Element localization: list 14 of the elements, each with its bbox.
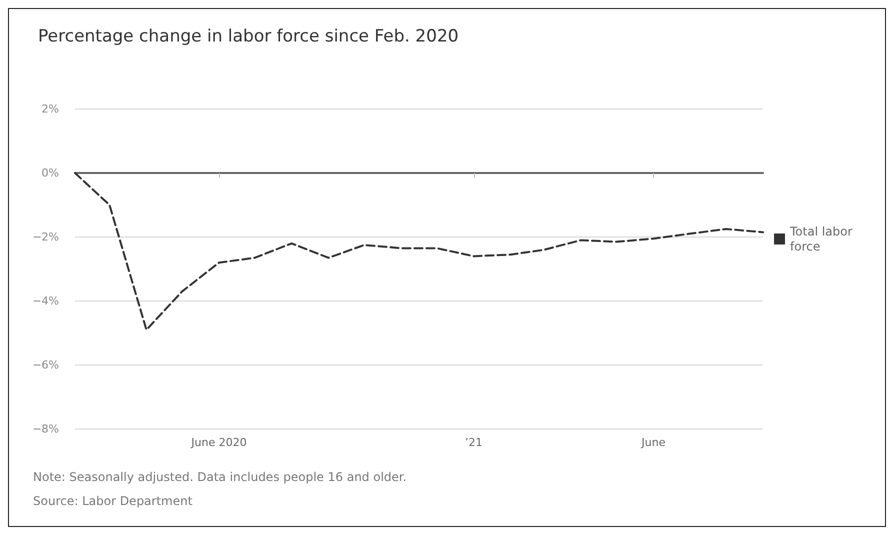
- y-tick-label: 2%: [42, 102, 59, 116]
- x-tick-label: June: [640, 436, 666, 449]
- y-tick-label: −2%: [32, 230, 59, 244]
- text: Note: Seasonally adjusted. Data includes people 16 and older.: [33, 470, 407, 484]
- y-tick-label: −8%: [32, 422, 59, 436]
- y-tick-label: 0%: [42, 166, 59, 180]
- y-tick-label: −4%: [32, 294, 59, 308]
- legend-label: Total labor force: [789, 224, 856, 254]
- line-series: [74, 172, 764, 331]
- x-tick-label: June 2020: [190, 436, 247, 449]
- x-tick-label: ’21: [465, 436, 483, 449]
- chart-title: Percentage change in labor force since Feb. 2020: [38, 26, 459, 46]
- y-tick-label: −6%: [32, 358, 59, 372]
- source-note: Source: Labor Department: [33, 494, 193, 508]
